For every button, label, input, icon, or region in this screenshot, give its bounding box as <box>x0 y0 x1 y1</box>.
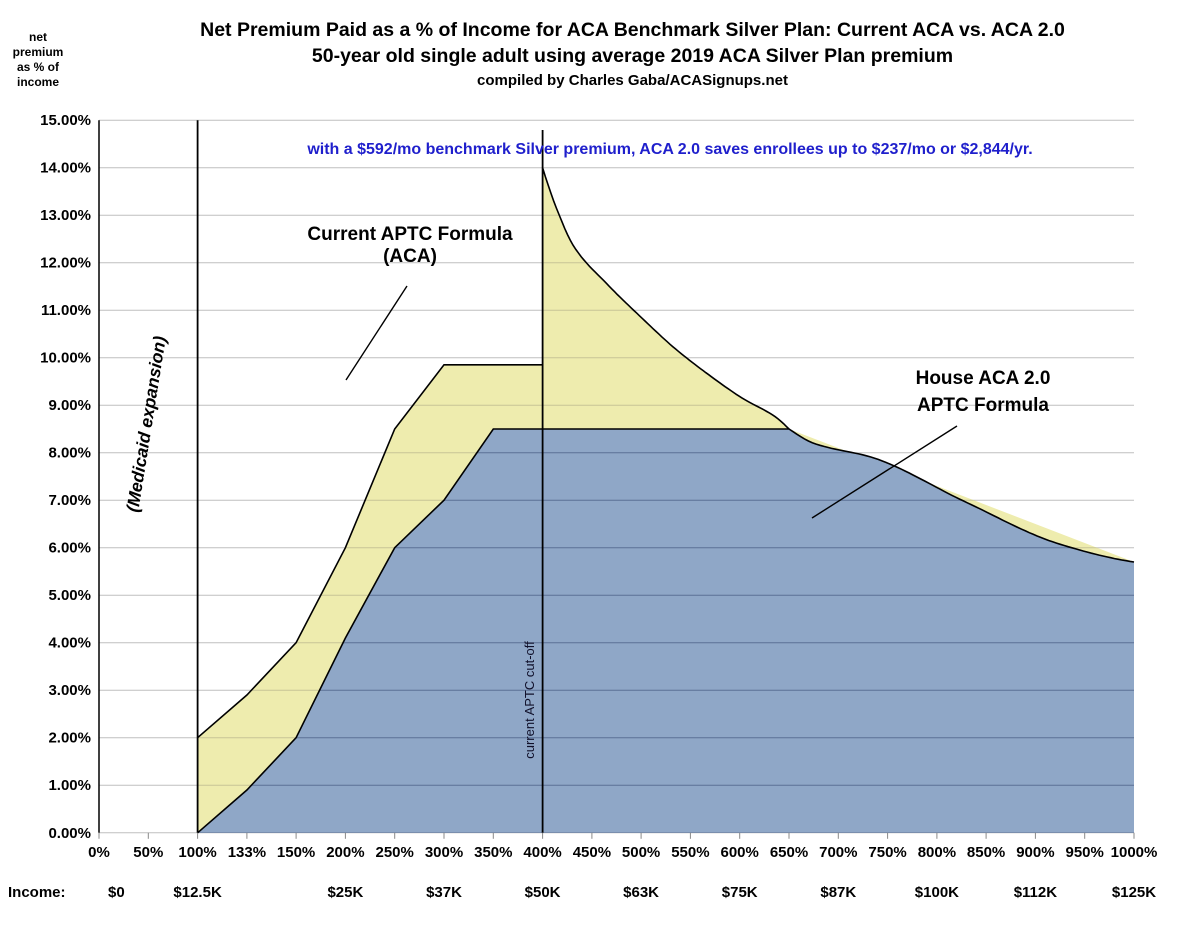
svg-text:13.00%: 13.00% <box>40 207 91 224</box>
svg-text:$50K: $50K <box>525 884 561 901</box>
svg-text:650%: 650% <box>770 844 808 861</box>
svg-text:350%: 350% <box>474 844 512 861</box>
svg-text:400%: 400% <box>523 844 561 861</box>
svg-text:Current APTC Formula: Current APTC Formula <box>307 224 513 245</box>
svg-text:900%: 900% <box>1016 844 1054 861</box>
svg-text:8.00%: 8.00% <box>48 445 91 462</box>
svg-text:50%: 50% <box>133 844 163 861</box>
svg-text:700%: 700% <box>819 844 857 861</box>
svg-text:(Medicaid expansion): (Medicaid expansion) <box>122 334 170 513</box>
svg-text:$63K: $63K <box>623 884 659 901</box>
svg-text:$112K: $112K <box>1014 884 1058 901</box>
svg-text:0.00%: 0.00% <box>48 825 91 842</box>
svg-text:150%: 150% <box>277 844 315 861</box>
svg-text:7.00%: 7.00% <box>48 492 91 509</box>
svg-text:1.00%: 1.00% <box>48 777 91 794</box>
svg-text:$25K: $25K <box>327 884 363 901</box>
svg-text:10.00%: 10.00% <box>40 350 91 367</box>
svg-text:11.00%: 11.00% <box>41 302 91 319</box>
svg-text:current APTC cut-off: current APTC cut-off <box>522 641 537 759</box>
svg-text:1000%: 1000% <box>1111 844 1158 861</box>
svg-text:100%: 100% <box>178 844 216 861</box>
svg-text:5.00%: 5.00% <box>48 587 91 604</box>
svg-text:550%: 550% <box>671 844 709 861</box>
svg-text:800%: 800% <box>918 844 956 861</box>
svg-text:850%: 850% <box>967 844 1005 861</box>
svg-text:12.00%: 12.00% <box>40 255 91 272</box>
svg-text:450%: 450% <box>573 844 611 861</box>
svg-text:133%: 133% <box>228 844 266 861</box>
svg-text:500%: 500% <box>622 844 660 861</box>
svg-text:3.00%: 3.00% <box>48 682 91 699</box>
svg-text:600%: 600% <box>721 844 759 861</box>
svg-text:with a $592/mo benchmark Silve: with a $592/mo benchmark Silver premium,… <box>306 141 1032 158</box>
svg-text:$12.5K: $12.5K <box>173 884 222 901</box>
svg-text:9.00%: 9.00% <box>48 397 91 414</box>
svg-text:250%: 250% <box>376 844 414 861</box>
svg-text:House ACA 2.0: House ACA 2.0 <box>916 368 1051 389</box>
svg-text:300%: 300% <box>425 844 463 861</box>
svg-text:950%: 950% <box>1066 844 1104 861</box>
svg-text:0%: 0% <box>88 844 110 861</box>
svg-text:$75K: $75K <box>722 884 758 901</box>
svg-text:$0: $0 <box>108 884 125 901</box>
svg-text:2.00%: 2.00% <box>48 730 91 747</box>
svg-text:200%: 200% <box>326 844 364 861</box>
svg-text:(ACA): (ACA) <box>383 246 437 267</box>
svg-text:$87K: $87K <box>820 884 856 901</box>
svg-text:Income:: Income: <box>8 884 66 901</box>
svg-text:4.00%: 4.00% <box>48 635 91 652</box>
svg-text:15.00%: 15.00% <box>40 112 91 129</box>
svg-text:$37K: $37K <box>426 884 462 901</box>
svg-text:6.00%: 6.00% <box>48 540 91 557</box>
svg-text:$100K: $100K <box>915 884 959 901</box>
svg-text:APTC Formula: APTC Formula <box>917 395 1049 416</box>
svg-text:750%: 750% <box>868 844 906 861</box>
svg-text:$125K: $125K <box>1112 884 1156 901</box>
svg-text:14.00%: 14.00% <box>40 160 91 177</box>
